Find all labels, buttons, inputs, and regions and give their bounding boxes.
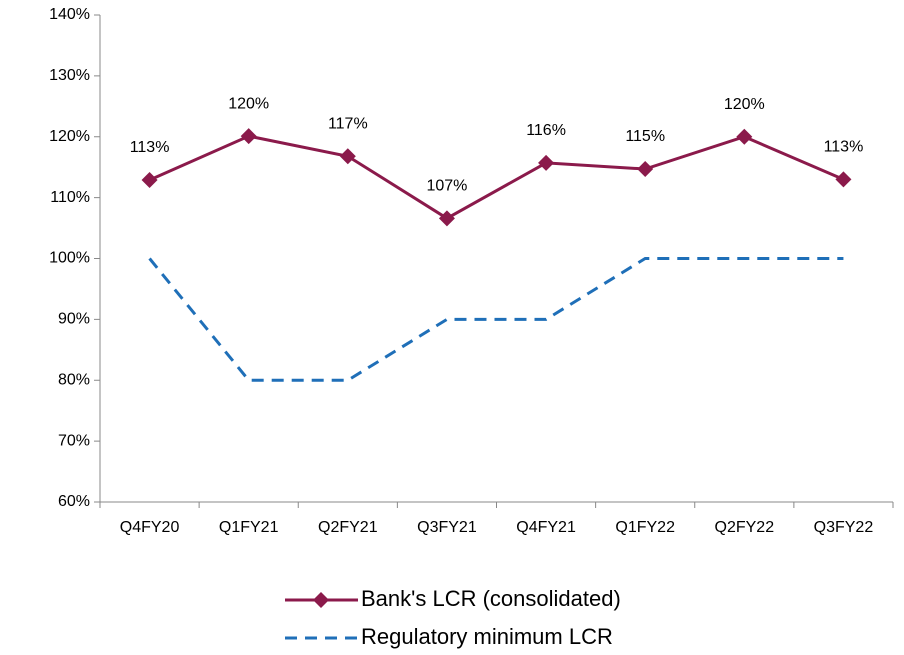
x-tick-label: Q3FY21 [417,519,477,536]
series-line [148,257,844,382]
y-tick-label: 100% [49,250,90,267]
x-tick-label: Q4FY21 [516,519,576,536]
x-tick-label: Q1FY21 [219,519,279,536]
y-tick-label: 60% [58,493,90,510]
marker [438,210,455,227]
x-tick-label: Q2FY21 [318,519,378,536]
data-label: 117% [328,115,368,132]
y-tick-label: 140% [49,6,90,23]
marker [538,154,555,171]
x-tick-label: Q4FY20 [120,519,180,536]
marker [637,161,654,178]
y-tick-label: 80% [58,371,90,388]
y-tick-label: 120% [49,128,90,145]
marker [736,128,753,145]
data-label: 113% [824,139,864,156]
legend-label: Regulatory minimum LCR [361,624,613,649]
data-label: 113% [130,139,170,156]
data-label: 115% [625,128,665,145]
data-label: 120% [228,95,269,112]
legend-label: Bank's LCR (consolidated) [361,586,621,611]
marker [141,171,158,188]
data-label: 116% [526,122,566,139]
x-tick-label: Q2FY22 [715,519,775,536]
x-tick-label: Q1FY22 [615,519,675,536]
legend-marker [313,592,329,608]
data-label: 120% [724,96,765,113]
series-line [148,134,845,221]
marker [339,148,356,165]
y-tick-label: 70% [58,432,90,449]
marker [835,171,852,188]
x-tick-label: Q3FY22 [814,519,874,536]
y-tick-label: 90% [58,311,90,328]
marker [240,128,257,145]
y-tick-label: 110% [50,189,90,206]
data-label: 107% [426,178,467,195]
y-tick-label: 130% [49,67,90,84]
